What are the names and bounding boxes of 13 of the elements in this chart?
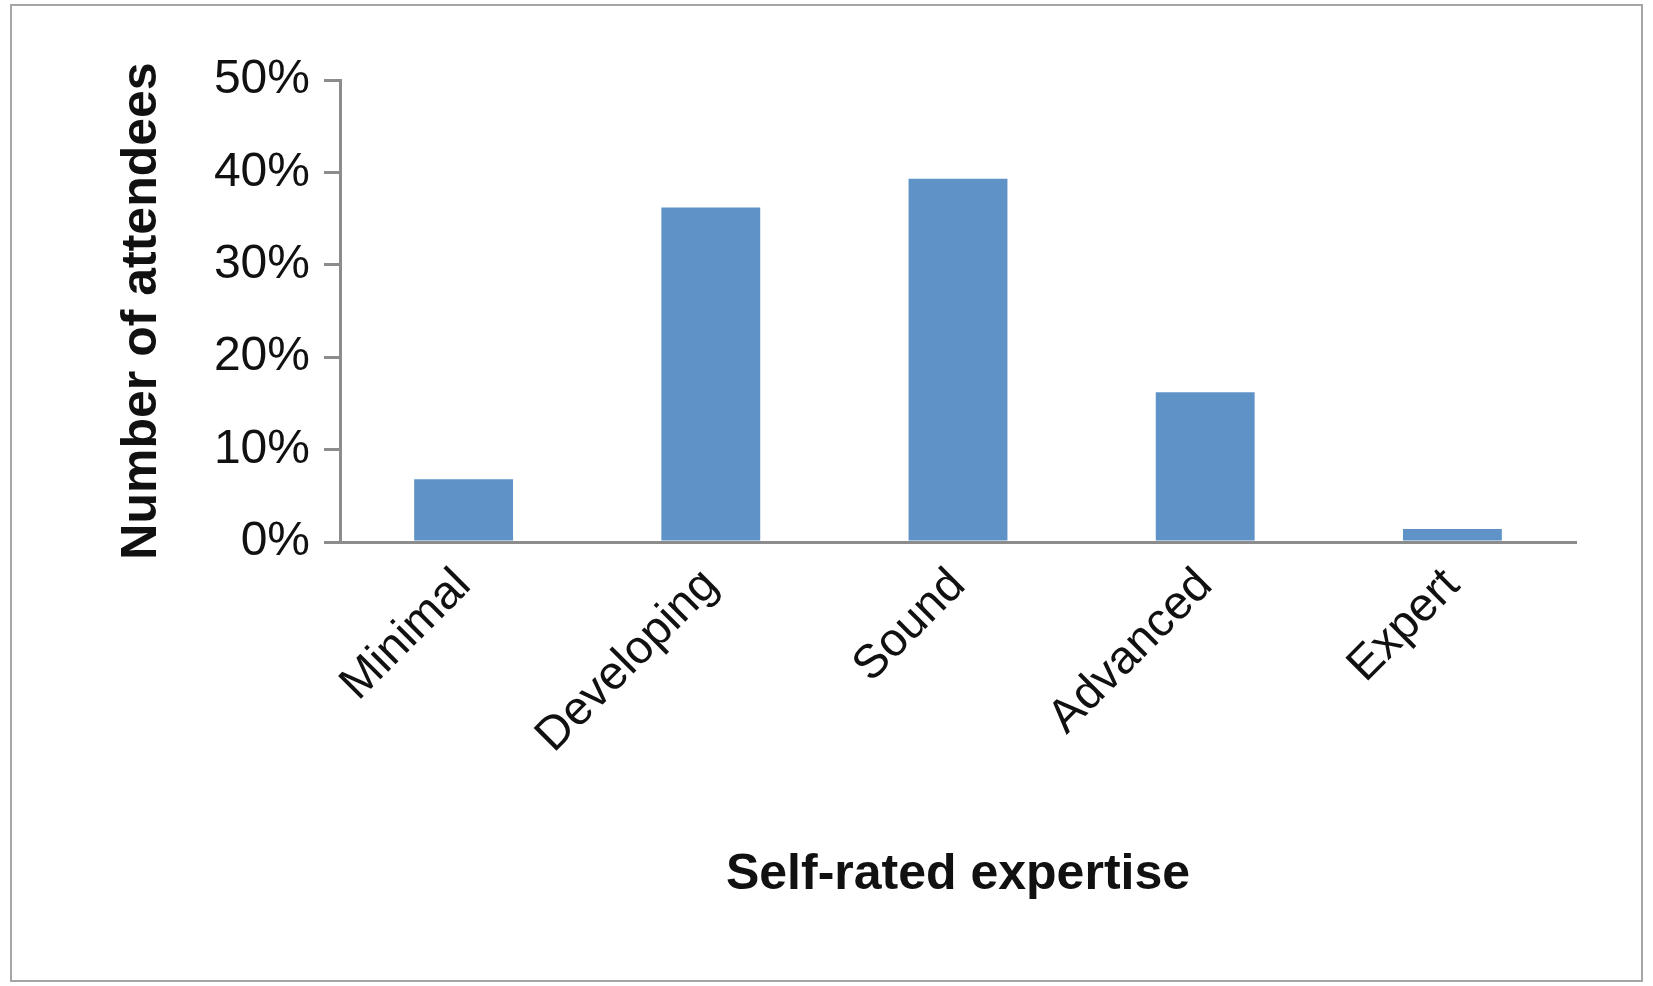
y-tick-label: 0%	[240, 512, 310, 566]
bar	[414, 479, 514, 541]
bar	[908, 178, 1008, 541]
y-tick-label: 50%	[213, 50, 310, 104]
y-tick-label: 10%	[213, 419, 310, 473]
y-tick-label: 20%	[213, 327, 310, 381]
y-tick-label: 40%	[213, 142, 310, 196]
y-tick-label: 30%	[213, 235, 310, 289]
y-axis-title: Number of attendees	[110, 62, 167, 560]
x-axis-title: Self-rated expertise	[725, 843, 1191, 900]
bar	[661, 207, 761, 541]
bar	[1155, 392, 1255, 541]
bar	[1402, 529, 1502, 541]
